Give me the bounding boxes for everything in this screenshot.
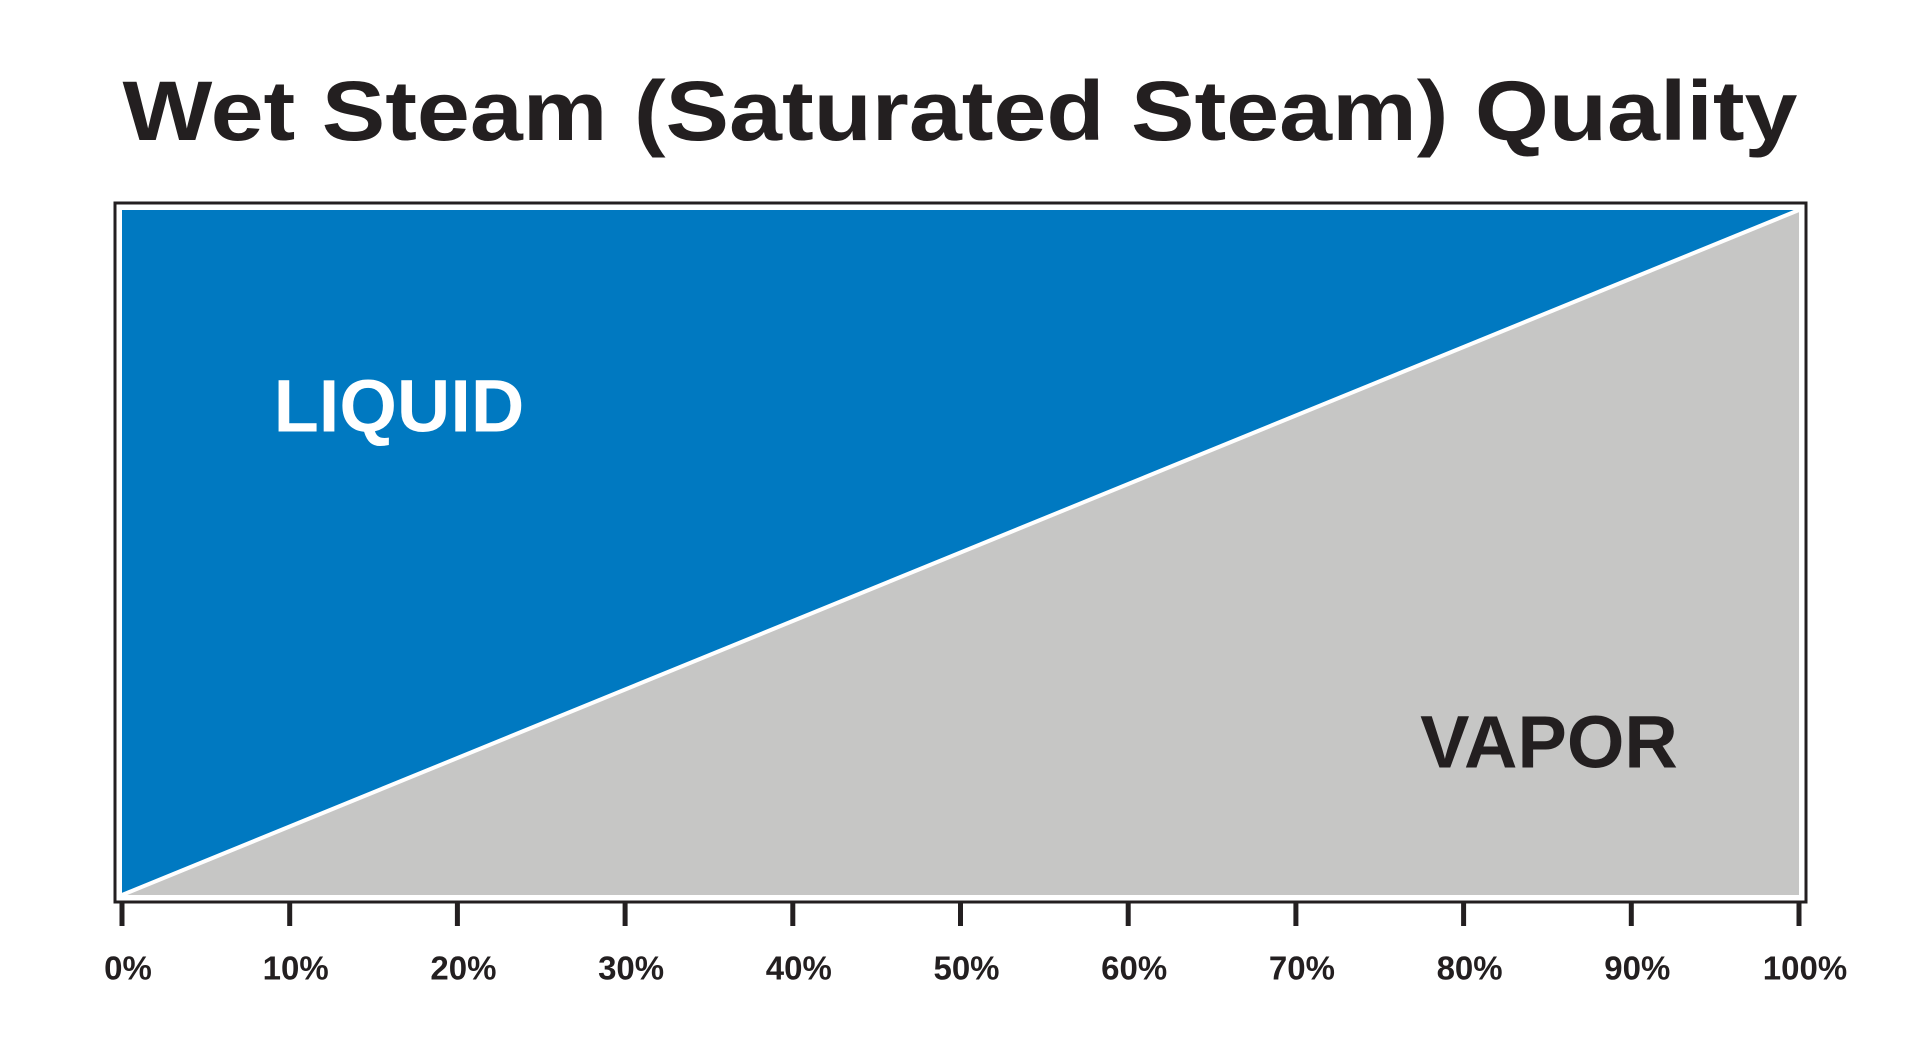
- x-tick-label: 10%: [263, 950, 329, 987]
- x-tick-label: 0%: [104, 950, 152, 987]
- region-label: VAPOR: [1420, 701, 1678, 784]
- region-label: LIQUID: [274, 365, 525, 448]
- x-tick-label: 100%: [1763, 950, 1847, 987]
- x-tick-label: 20%: [430, 950, 496, 987]
- x-tick-label: 30%: [598, 950, 664, 987]
- x-tick-label: 70%: [1269, 950, 1335, 987]
- x-tick-label: 60%: [1101, 950, 1167, 987]
- chart-title: Wet Steam (Saturated Steam) Quality: [123, 64, 1798, 158]
- x-tick-label: 90%: [1604, 950, 1670, 987]
- x-tick-label: 50%: [933, 950, 999, 987]
- x-tick-label: 40%: [766, 950, 832, 987]
- x-tick-label: 80%: [1437, 950, 1503, 987]
- boundary-line: [121, 208, 1800, 897]
